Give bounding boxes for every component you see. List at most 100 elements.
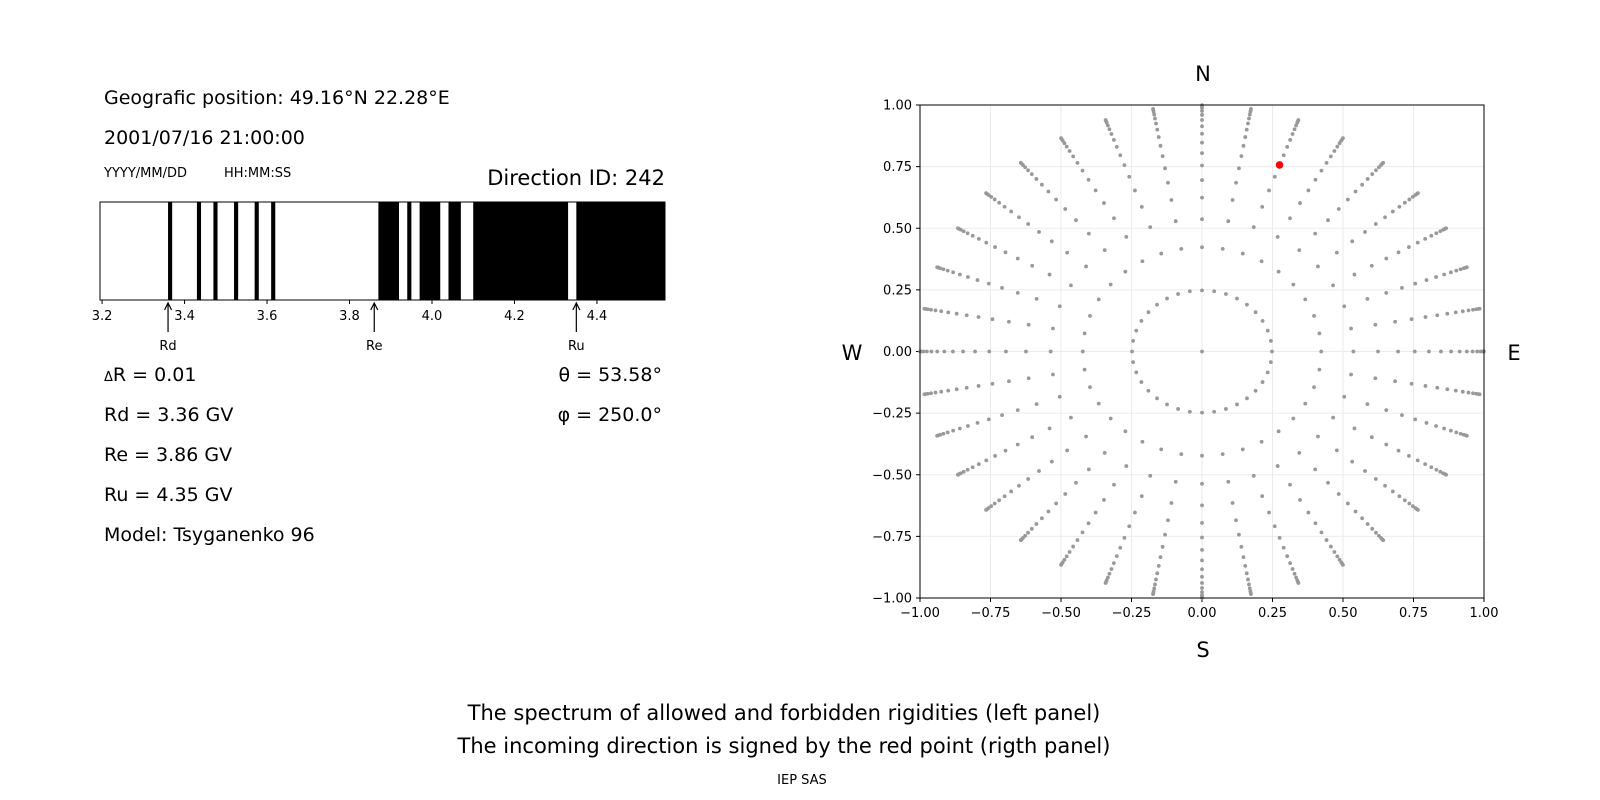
x-tick-label: 0.50 bbox=[1329, 606, 1358, 621]
direction-point bbox=[1332, 550, 1337, 554]
direction-point bbox=[1345, 197, 1350, 202]
direction-point bbox=[1235, 402, 1239, 407]
direction-point bbox=[1285, 144, 1290, 149]
direction-point bbox=[965, 231, 970, 236]
direction-point bbox=[1009, 489, 1014, 494]
direction-point bbox=[954, 311, 959, 316]
direction-point bbox=[1412, 349, 1417, 354]
direction-point bbox=[1291, 416, 1296, 421]
direction-point bbox=[1230, 198, 1235, 202]
direction-point bbox=[986, 281, 991, 286]
direction-point bbox=[1335, 554, 1340, 559]
direction-point bbox=[1046, 189, 1051, 194]
direction-point bbox=[1360, 182, 1365, 187]
direction-point bbox=[1226, 479, 1231, 484]
plot-frame bbox=[919, 104, 1485, 599]
direction-point bbox=[1200, 124, 1204, 129]
direction-point bbox=[1026, 322, 1031, 327]
direction-point bbox=[1086, 467, 1091, 472]
direction-point bbox=[951, 428, 956, 433]
direction-point bbox=[1434, 424, 1438, 428]
direction-point bbox=[1373, 222, 1378, 226]
direction-point bbox=[1270, 349, 1274, 354]
direction-point bbox=[1200, 349, 1204, 354]
direction-point bbox=[1288, 482, 1292, 487]
x-tick-label: 0.25 bbox=[1258, 606, 1287, 621]
direction-point bbox=[1292, 571, 1297, 576]
direction-point bbox=[1365, 402, 1370, 407]
direction-point bbox=[964, 313, 969, 318]
direction-point bbox=[1015, 408, 1020, 413]
direction-point bbox=[1200, 581, 1204, 585]
theta-value: θ = 53.58° bbox=[558, 364, 662, 386]
direction-point bbox=[1332, 149, 1337, 153]
direction-point bbox=[966, 275, 970, 279]
direction-point bbox=[1071, 544, 1076, 549]
direction-point bbox=[1319, 530, 1324, 535]
direction-point bbox=[1239, 544, 1244, 549]
direction-point bbox=[1118, 153, 1123, 158]
direction-point bbox=[956, 472, 960, 477]
direction-point bbox=[1003, 250, 1008, 255]
direction-point bbox=[964, 385, 969, 390]
direction-point bbox=[1064, 144, 1069, 149]
direction-point bbox=[1018, 538, 1023, 543]
direction-point bbox=[1156, 564, 1161, 568]
direction-point bbox=[935, 433, 940, 438]
forbidden-band bbox=[576, 202, 665, 300]
direction-point bbox=[1407, 501, 1412, 506]
direction-point bbox=[1017, 215, 1021, 220]
direction-point bbox=[1165, 402, 1169, 407]
direction-point bbox=[1165, 296, 1169, 301]
direction-point bbox=[1166, 180, 1170, 185]
direction-point bbox=[1030, 263, 1035, 268]
marker-label: Re bbox=[366, 339, 382, 354]
direction-point bbox=[1460, 389, 1465, 394]
direction-point bbox=[935, 265, 940, 270]
direction-point bbox=[1074, 218, 1078, 223]
phi-value: φ = 250.0° bbox=[558, 404, 662, 426]
direction-point bbox=[1402, 200, 1407, 205]
direction-point bbox=[1200, 586, 1204, 590]
direction-point bbox=[1067, 149, 1072, 153]
direction-point bbox=[1065, 448, 1070, 453]
direction-point bbox=[970, 233, 975, 238]
direction-point bbox=[1265, 328, 1270, 333]
direction-point bbox=[941, 431, 946, 436]
direction-point bbox=[1200, 590, 1204, 594]
direction-point bbox=[1424, 421, 1429, 425]
direction-point bbox=[1224, 292, 1228, 296]
direction-point bbox=[1342, 394, 1347, 399]
direction-point bbox=[1335, 144, 1340, 149]
direction-point bbox=[1234, 180, 1238, 185]
direction-point bbox=[1374, 530, 1378, 535]
direction-point bbox=[1200, 245, 1204, 250]
direction-point bbox=[1241, 143, 1246, 148]
direction-point bbox=[1026, 477, 1031, 481]
direction-point bbox=[1341, 136, 1345, 141]
direction-point bbox=[1127, 524, 1132, 529]
direction-point bbox=[984, 191, 988, 196]
credit: IEP SAS bbox=[777, 773, 827, 788]
direction-point bbox=[1342, 304, 1347, 309]
direction-point bbox=[1173, 219, 1178, 224]
direction-point bbox=[1118, 545, 1123, 550]
direction-point bbox=[1276, 269, 1281, 274]
direction-point bbox=[1275, 464, 1280, 468]
forbidden-band bbox=[271, 202, 276, 300]
direction-point bbox=[1200, 140, 1204, 145]
y-tick-label: −0.75 bbox=[872, 530, 912, 545]
direction-point bbox=[1034, 296, 1039, 301]
direction-point bbox=[1039, 182, 1044, 187]
direction-point bbox=[1163, 166, 1167, 171]
direction-point bbox=[1400, 413, 1404, 418]
direction-point bbox=[1275, 235, 1280, 239]
direction-point bbox=[1319, 349, 1324, 354]
direction-point bbox=[1442, 426, 1447, 431]
direction-point bbox=[1124, 235, 1129, 239]
direction-point bbox=[1015, 256, 1020, 261]
direction-point bbox=[1317, 331, 1322, 336]
direction-point bbox=[1341, 562, 1345, 567]
direction-point bbox=[1212, 289, 1217, 294]
direction-point bbox=[1345, 501, 1350, 506]
